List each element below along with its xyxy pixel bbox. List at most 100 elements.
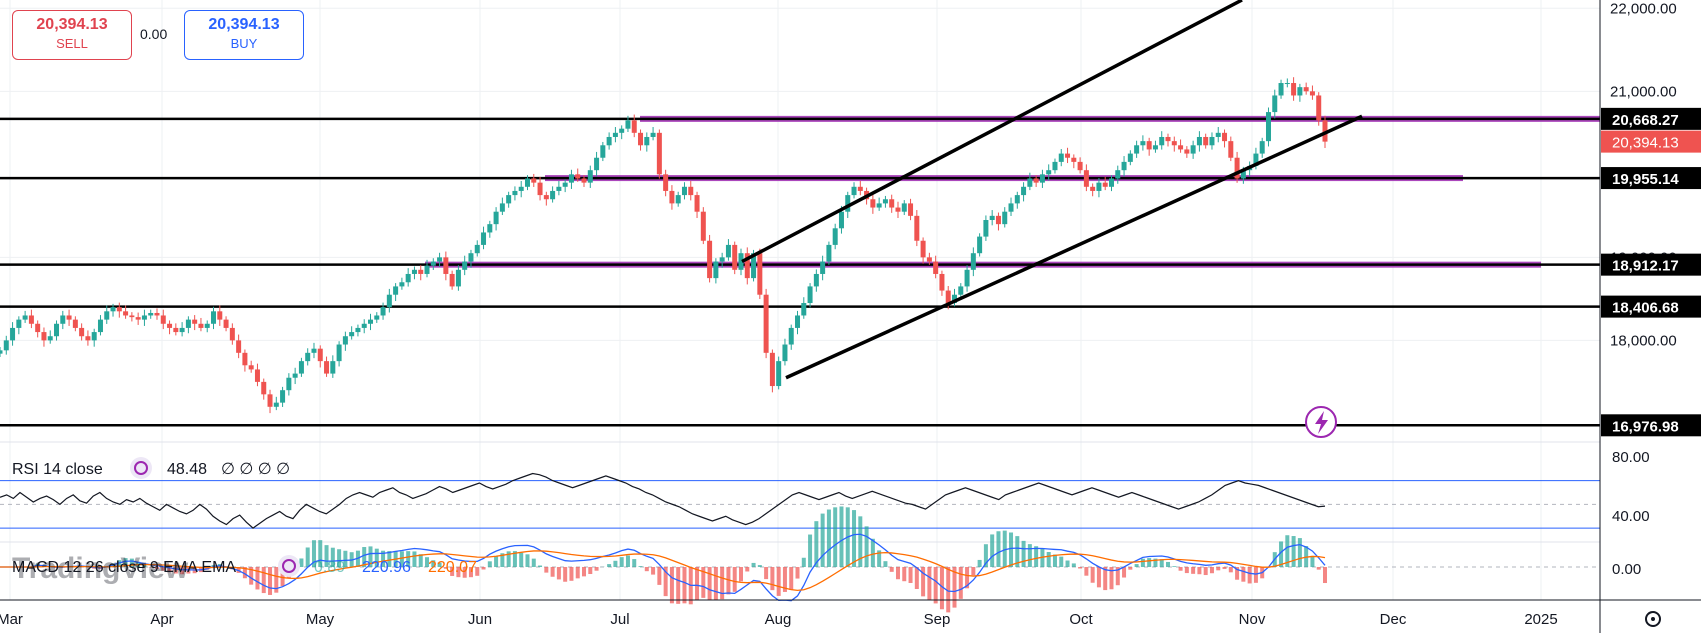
macd-histogram-bar <box>1204 567 1208 575</box>
candle <box>657 133 662 175</box>
candle <box>720 257 725 261</box>
candle <box>1059 154 1064 162</box>
candle <box>556 187 561 191</box>
candle <box>54 324 59 336</box>
candle <box>877 203 882 207</box>
macd-histogram-bar <box>1254 567 1258 583</box>
candle <box>1115 170 1120 178</box>
macd-histogram-bar <box>1147 558 1151 567</box>
macd-histogram-bar <box>1166 562 1170 567</box>
macd-histogram-bar <box>670 567 674 603</box>
candle <box>1040 174 1045 182</box>
macd-histogram-bar <box>551 567 555 577</box>
candle <box>644 137 649 145</box>
macd-histogram-bar <box>978 560 982 567</box>
candle <box>757 253 762 295</box>
macd-histogram-bar <box>720 567 724 599</box>
macd-histogram-bar <box>1298 538 1302 567</box>
spread-value: 0.00 <box>140 26 167 42</box>
candle <box>600 145 605 157</box>
macd-tick-label: 0.00 <box>1612 561 1641 578</box>
macd-histogram-bar <box>412 551 416 567</box>
candle <box>1009 203 1014 211</box>
candle <box>217 311 222 319</box>
candle <box>1203 137 1208 145</box>
sell-label: SELL <box>13 36 131 51</box>
macd-histogram-bar <box>645 567 649 571</box>
candle <box>1090 187 1095 191</box>
candle <box>1316 95 1321 120</box>
candle <box>544 195 549 199</box>
macd-histogram-bar <box>1248 567 1252 583</box>
candle <box>67 315 72 319</box>
candle <box>236 340 241 352</box>
candle <box>965 270 970 287</box>
macd-histogram-bar <box>833 507 837 567</box>
candle <box>1279 83 1284 95</box>
macd-histogram-bar <box>890 567 894 572</box>
macd-histogram-bar <box>1097 567 1101 587</box>
candle <box>1266 112 1271 141</box>
candle <box>1191 145 1196 153</box>
macd-histogram-bar <box>1122 567 1126 578</box>
candle <box>1015 195 1020 203</box>
candle <box>1109 178 1114 186</box>
macd-histogram-bar <box>595 567 599 571</box>
macd-histogram-bar <box>299 558 303 567</box>
rsi-label: RSI 14 close <box>12 461 103 478</box>
candle <box>808 286 813 303</box>
macd-histogram-bar <box>1135 564 1139 567</box>
candle <box>613 133 618 137</box>
candle <box>996 216 1001 224</box>
macd-histogram-bar <box>632 559 636 567</box>
candle <box>607 137 612 145</box>
macd-histogram-bar <box>808 535 812 567</box>
candle <box>870 199 875 207</box>
candle <box>443 257 448 274</box>
candle <box>205 324 210 328</box>
candle <box>475 245 480 253</box>
candle <box>902 203 907 211</box>
macd-histogram-bar <box>695 567 699 600</box>
candle <box>4 340 9 350</box>
candle <box>782 345 787 362</box>
candle <box>726 245 731 257</box>
macd-histogram-bar <box>865 526 869 567</box>
settings-icon <box>1646 612 1660 626</box>
candle <box>129 315 134 317</box>
candle <box>594 158 599 170</box>
macd-histogram-bar <box>532 559 536 567</box>
candle <box>186 320 191 328</box>
macd-histogram-bar <box>1172 566 1176 567</box>
candle <box>1027 178 1032 186</box>
macd-histogram-bar <box>1223 567 1227 569</box>
candle <box>1065 154 1070 158</box>
sell-button[interactable]: 20,394.13 SELL <box>12 10 132 60</box>
candle <box>299 361 304 373</box>
candle <box>437 257 442 261</box>
candle <box>198 324 203 328</box>
candle <box>933 262 938 274</box>
macd-histogram-bar <box>990 534 994 567</box>
candle <box>23 315 28 319</box>
candle <box>418 270 423 274</box>
candle <box>1310 91 1315 95</box>
candle <box>1134 145 1139 153</box>
macd-histogram-bar <box>896 567 900 579</box>
macd-histogram-bar <box>827 510 831 567</box>
macd-histogram-bar <box>494 556 498 567</box>
candle <box>826 245 831 262</box>
macd-histogram-bar <box>883 561 887 567</box>
candle <box>211 311 216 323</box>
trend-channel[interactable] <box>742 0 1362 437</box>
buy-button[interactable]: 20,394.13 BUY <box>184 10 304 60</box>
candle <box>500 203 505 211</box>
candle <box>123 311 128 315</box>
macd-histogram-bar <box>971 567 975 575</box>
candle <box>1034 178 1039 182</box>
candle <box>274 403 279 407</box>
candle <box>494 212 499 224</box>
candle <box>701 212 706 241</box>
